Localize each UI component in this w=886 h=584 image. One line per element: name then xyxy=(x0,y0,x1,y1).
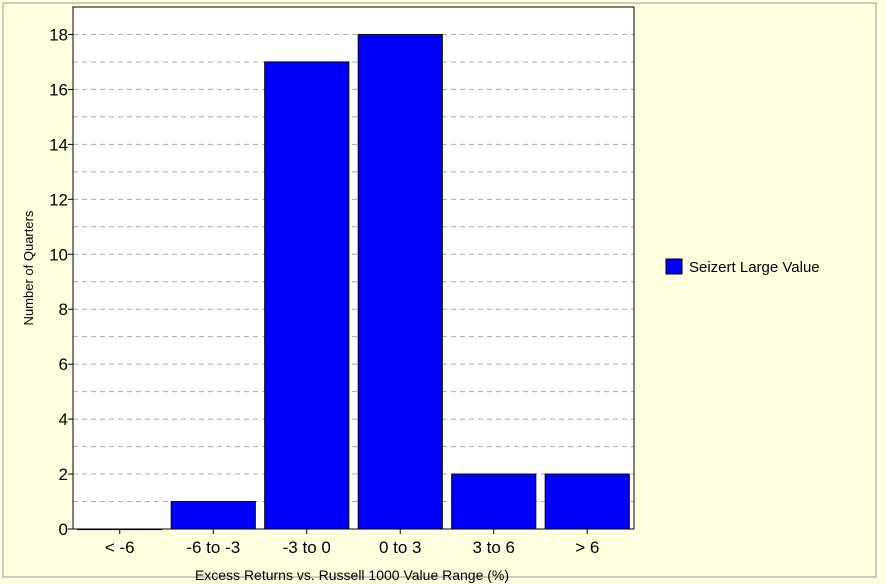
bars xyxy=(77,33,630,531)
x-tick-label: -6 to -3 xyxy=(186,538,240,557)
x-tick-label: 0 to 3 xyxy=(379,538,422,557)
y-tick-label: 6 xyxy=(59,355,68,374)
y-tick-label: 14 xyxy=(49,135,68,154)
y-tick-label: 4 xyxy=(59,410,68,429)
y-axis-title: Number of Quarters xyxy=(21,210,36,325)
plot-area xyxy=(72,6,635,530)
y-tick-label: 12 xyxy=(49,190,68,209)
y-tick-label: 0 xyxy=(59,520,68,539)
legend-swatch xyxy=(665,258,683,275)
x-tick-label: < -6 xyxy=(105,538,135,557)
y-tick-label: 8 xyxy=(59,300,68,319)
y-tick-label: 16 xyxy=(49,80,68,99)
outer-frame xyxy=(2,2,877,578)
bar xyxy=(544,473,630,530)
x-tick-label: > 6 xyxy=(575,538,599,557)
legend-label: Seizert Large Value xyxy=(689,259,820,276)
gridlines xyxy=(73,33,634,503)
y-axis-ticks: 0 2 4 6 8 10 12 14 16 18 xyxy=(49,25,73,539)
x-axis-ticks: < -6 -6 to -3 -3 to 0 0 to 3 3 to 6 > 6 xyxy=(105,529,599,557)
bar xyxy=(357,33,443,530)
bar xyxy=(451,473,537,530)
legend: Seizert Large Value xyxy=(665,258,820,276)
y-tick-label: 10 xyxy=(49,245,68,264)
plot-frame xyxy=(72,6,635,530)
x-axis-title: Excess Returns vs. Russell 1000 Value Ra… xyxy=(195,567,509,583)
x-tick-label: -3 to 0 xyxy=(283,538,331,557)
y-tick-label: 18 xyxy=(49,25,68,44)
x-tick-label: 3 to 6 xyxy=(472,538,515,557)
y-tick-label: 2 xyxy=(59,465,68,484)
bar xyxy=(170,501,256,530)
bar xyxy=(264,61,350,530)
